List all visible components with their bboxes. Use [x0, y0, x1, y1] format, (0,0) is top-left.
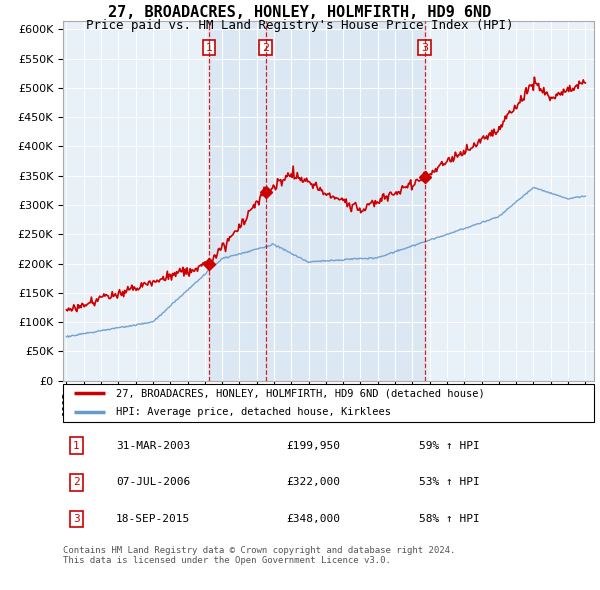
Text: 1: 1 — [73, 441, 80, 451]
Text: 2: 2 — [262, 42, 269, 53]
Text: Contains HM Land Registry data © Crown copyright and database right 2024.
This d: Contains HM Land Registry data © Crown c… — [63, 546, 455, 565]
Text: 1: 1 — [206, 42, 212, 53]
Text: 27, BROADACRES, HONLEY, HOLMFIRTH, HD9 6ND: 27, BROADACRES, HONLEY, HOLMFIRTH, HD9 6… — [109, 5, 491, 19]
Text: 18-SEP-2015: 18-SEP-2015 — [116, 514, 190, 524]
Bar — [266, 21, 425, 381]
Text: 58% ↑ HPI: 58% ↑ HPI — [419, 514, 479, 524]
Text: HPI: Average price, detached house, Kirklees: HPI: Average price, detached house, Kirk… — [116, 407, 391, 417]
Text: £322,000: £322,000 — [286, 477, 340, 487]
Text: 53% ↑ HPI: 53% ↑ HPI — [419, 477, 479, 487]
Text: 07-JUL-2006: 07-JUL-2006 — [116, 477, 190, 487]
Text: 59% ↑ HPI: 59% ↑ HPI — [419, 441, 479, 451]
Text: Price paid vs. HM Land Registry's House Price Index (HPI): Price paid vs. HM Land Registry's House … — [86, 19, 514, 32]
Bar — [209, 21, 266, 381]
Text: £348,000: £348,000 — [286, 514, 340, 524]
Text: 3: 3 — [421, 42, 428, 53]
Text: £199,950: £199,950 — [286, 441, 340, 451]
Text: 2: 2 — [73, 477, 80, 487]
Text: 31-MAR-2003: 31-MAR-2003 — [116, 441, 190, 451]
Text: 27, BROADACRES, HONLEY, HOLMFIRTH, HD9 6ND (detached house): 27, BROADACRES, HONLEY, HOLMFIRTH, HD9 6… — [116, 388, 485, 398]
Text: 3: 3 — [73, 514, 80, 524]
